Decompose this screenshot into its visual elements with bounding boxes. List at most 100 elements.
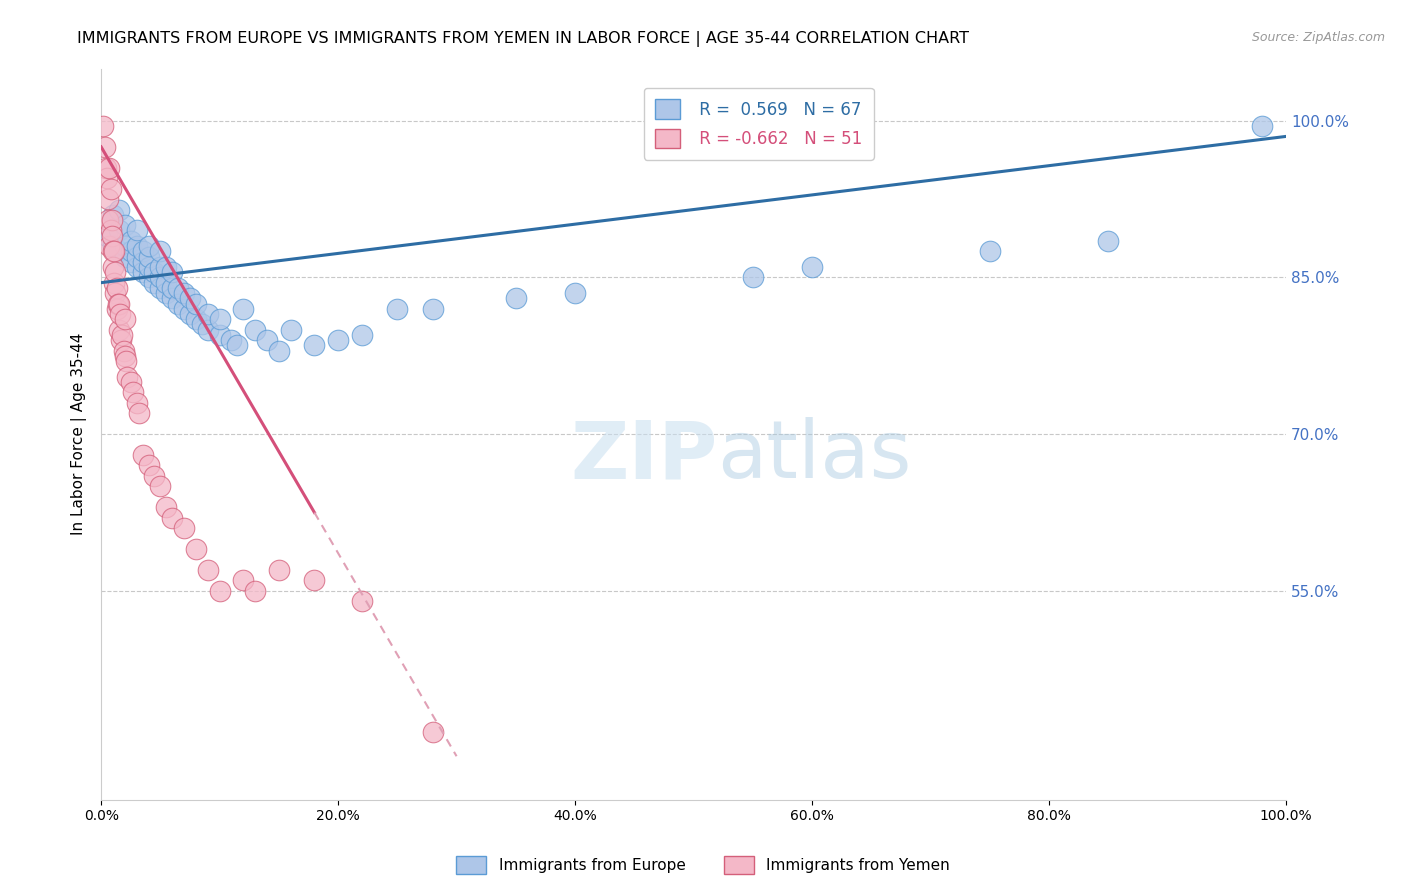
Point	[107, 296, 129, 310]
Point	[149, 244, 172, 259]
Point	[173, 521, 195, 535]
Point	[160, 510, 183, 524]
Text: Source: ZipAtlas.com: Source: ZipAtlas.com	[1251, 31, 1385, 45]
Text: IMMIGRANTS FROM EUROPE VS IMMIGRANTS FROM YEMEN IN LABOR FORCE | AGE 35-44 CORRE: IMMIGRANTS FROM EUROPE VS IMMIGRANTS FRO…	[77, 31, 969, 47]
Legend: Immigrants from Europe, Immigrants from Yemen: Immigrants from Europe, Immigrants from …	[450, 850, 956, 880]
Point	[96, 228, 118, 243]
Point	[350, 327, 373, 342]
Point	[100, 181, 122, 195]
Point	[122, 385, 145, 400]
Point	[128, 406, 150, 420]
Point	[208, 312, 231, 326]
Point	[120, 254, 142, 268]
Point	[326, 333, 349, 347]
Point	[138, 458, 160, 473]
Point	[114, 218, 136, 232]
Point	[232, 301, 254, 316]
Text: atlas: atlas	[717, 417, 911, 495]
Point	[97, 192, 120, 206]
Point	[120, 375, 142, 389]
Point	[422, 301, 444, 316]
Point	[94, 161, 117, 175]
Point	[125, 239, 148, 253]
Point	[138, 270, 160, 285]
Text: ZIP: ZIP	[569, 417, 717, 495]
Point	[160, 281, 183, 295]
Point	[350, 594, 373, 608]
Point	[101, 213, 124, 227]
Point	[143, 265, 166, 279]
Point	[108, 307, 131, 321]
Point	[179, 307, 201, 321]
Point	[243, 323, 266, 337]
Point	[93, 140, 115, 154]
Point	[101, 208, 124, 222]
Point	[98, 239, 121, 253]
Point	[191, 318, 214, 332]
Point	[108, 202, 131, 217]
Point	[167, 296, 190, 310]
Point	[143, 276, 166, 290]
Point	[232, 574, 254, 588]
Point	[103, 244, 125, 259]
Point	[115, 369, 138, 384]
Point	[120, 234, 142, 248]
Point	[111, 327, 134, 342]
Point	[149, 270, 172, 285]
Point	[505, 291, 527, 305]
Point	[108, 223, 131, 237]
Point	[114, 312, 136, 326]
Point	[110, 333, 132, 347]
Point	[149, 260, 172, 274]
Point	[155, 260, 177, 274]
Point	[138, 250, 160, 264]
Point	[1097, 234, 1119, 248]
Point	[101, 228, 124, 243]
Point	[108, 323, 131, 337]
Point	[101, 239, 124, 253]
Point	[184, 296, 207, 310]
Point	[115, 354, 138, 368]
Point	[243, 583, 266, 598]
Point	[179, 291, 201, 305]
Point	[167, 281, 190, 295]
Point	[149, 281, 172, 295]
Point	[304, 338, 326, 352]
Point	[387, 301, 409, 316]
Point	[101, 244, 124, 259]
Point	[256, 333, 278, 347]
Point	[97, 213, 120, 227]
Point	[160, 265, 183, 279]
Point	[112, 343, 135, 358]
Point	[138, 239, 160, 253]
Point	[1251, 119, 1274, 133]
Y-axis label: In Labor Force | Age 35-44: In Labor Force | Age 35-44	[72, 333, 87, 535]
Point	[105, 281, 128, 295]
Point	[160, 291, 183, 305]
Point	[125, 396, 148, 410]
Point	[93, 119, 115, 133]
Point	[267, 343, 290, 358]
Point	[155, 276, 177, 290]
Point	[173, 301, 195, 316]
Point	[304, 574, 326, 588]
Point	[267, 563, 290, 577]
Point	[104, 286, 127, 301]
Point	[564, 286, 586, 301]
Point	[226, 338, 249, 352]
Point	[120, 244, 142, 259]
Point	[108, 296, 131, 310]
Point	[105, 301, 128, 316]
Point	[979, 244, 1001, 259]
Point	[114, 239, 136, 253]
Point	[138, 260, 160, 274]
Point	[125, 260, 148, 274]
Point	[100, 223, 122, 237]
Legend:  R =  0.569   N = 67,  R = -0.662   N = 51: R = 0.569 N = 67, R = -0.662 N = 51	[644, 87, 873, 160]
Point	[184, 312, 207, 326]
Point	[125, 223, 148, 237]
Point	[96, 171, 118, 186]
Point	[101, 260, 124, 274]
Point	[173, 286, 195, 301]
Point	[741, 270, 763, 285]
